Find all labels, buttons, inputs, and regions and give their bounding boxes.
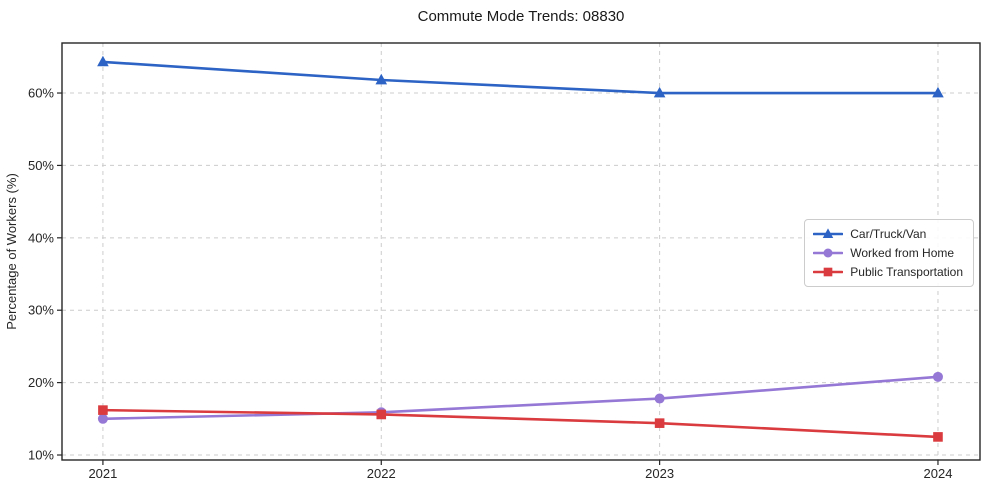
data-point-marker	[933, 432, 943, 442]
data-point-marker	[654, 418, 665, 428]
data-point-marker	[97, 55, 109, 67]
legend-item-car-truck-van: Car/Truck/Van	[813, 226, 963, 242]
series-line-car-truck-van	[101, 60, 940, 95]
plot-border	[61, 42, 981, 461]
legend-item-worked-from-home: Worked from Home	[813, 245, 963, 261]
data-point-marker	[823, 267, 833, 277]
data-point-marker	[823, 228, 834, 238]
data-point-marker	[653, 86, 666, 98]
legend-label: Public Transportation	[850, 265, 963, 279]
x-tick-label: 2023	[645, 466, 674, 481]
series-line-public-transportation	[101, 408, 940, 439]
data-point-marker	[823, 248, 833, 258]
data-point-marker	[932, 86, 944, 98]
y-tick-label: 60%	[28, 86, 54, 101]
y-tick-label: 10%	[28, 448, 54, 463]
data-point-marker	[97, 413, 108, 424]
legend: Car/Truck/Van Worked from Home Public Tran…	[804, 219, 974, 287]
legend-label: Worked from Home	[850, 246, 955, 260]
x-tick-label: 2024	[924, 466, 953, 481]
data-point-marker	[98, 405, 108, 415]
y-tick-label: 30%	[28, 303, 54, 318]
chart-title: Commute Mode Trends: 08830	[417, 8, 625, 25]
legend-marker-triangle-icon	[813, 228, 844, 238]
legend-marker-square-icon	[813, 267, 844, 277]
y-tick-label: 20%	[28, 375, 54, 390]
y-tick-label: 40%	[28, 230, 54, 245]
data-point-marker	[654, 393, 665, 404]
y-axis-label: Percentage of Workers (%)	[4, 173, 19, 330]
data-point-marker	[375, 73, 388, 85]
data-point-marker	[932, 371, 943, 382]
legend-label: Car/Truck/Van	[850, 227, 927, 241]
x-tick-label: 2022	[367, 466, 396, 481]
data-point-marker	[376, 409, 387, 420]
x-tick-label: 2021	[88, 466, 117, 481]
legend-marker-circle-icon	[813, 248, 844, 258]
series-line-worked-from-home	[101, 375, 940, 421]
y-tick-label: 50%	[28, 158, 54, 173]
legend-item-public-transportation: Public Transportation	[813, 264, 963, 280]
